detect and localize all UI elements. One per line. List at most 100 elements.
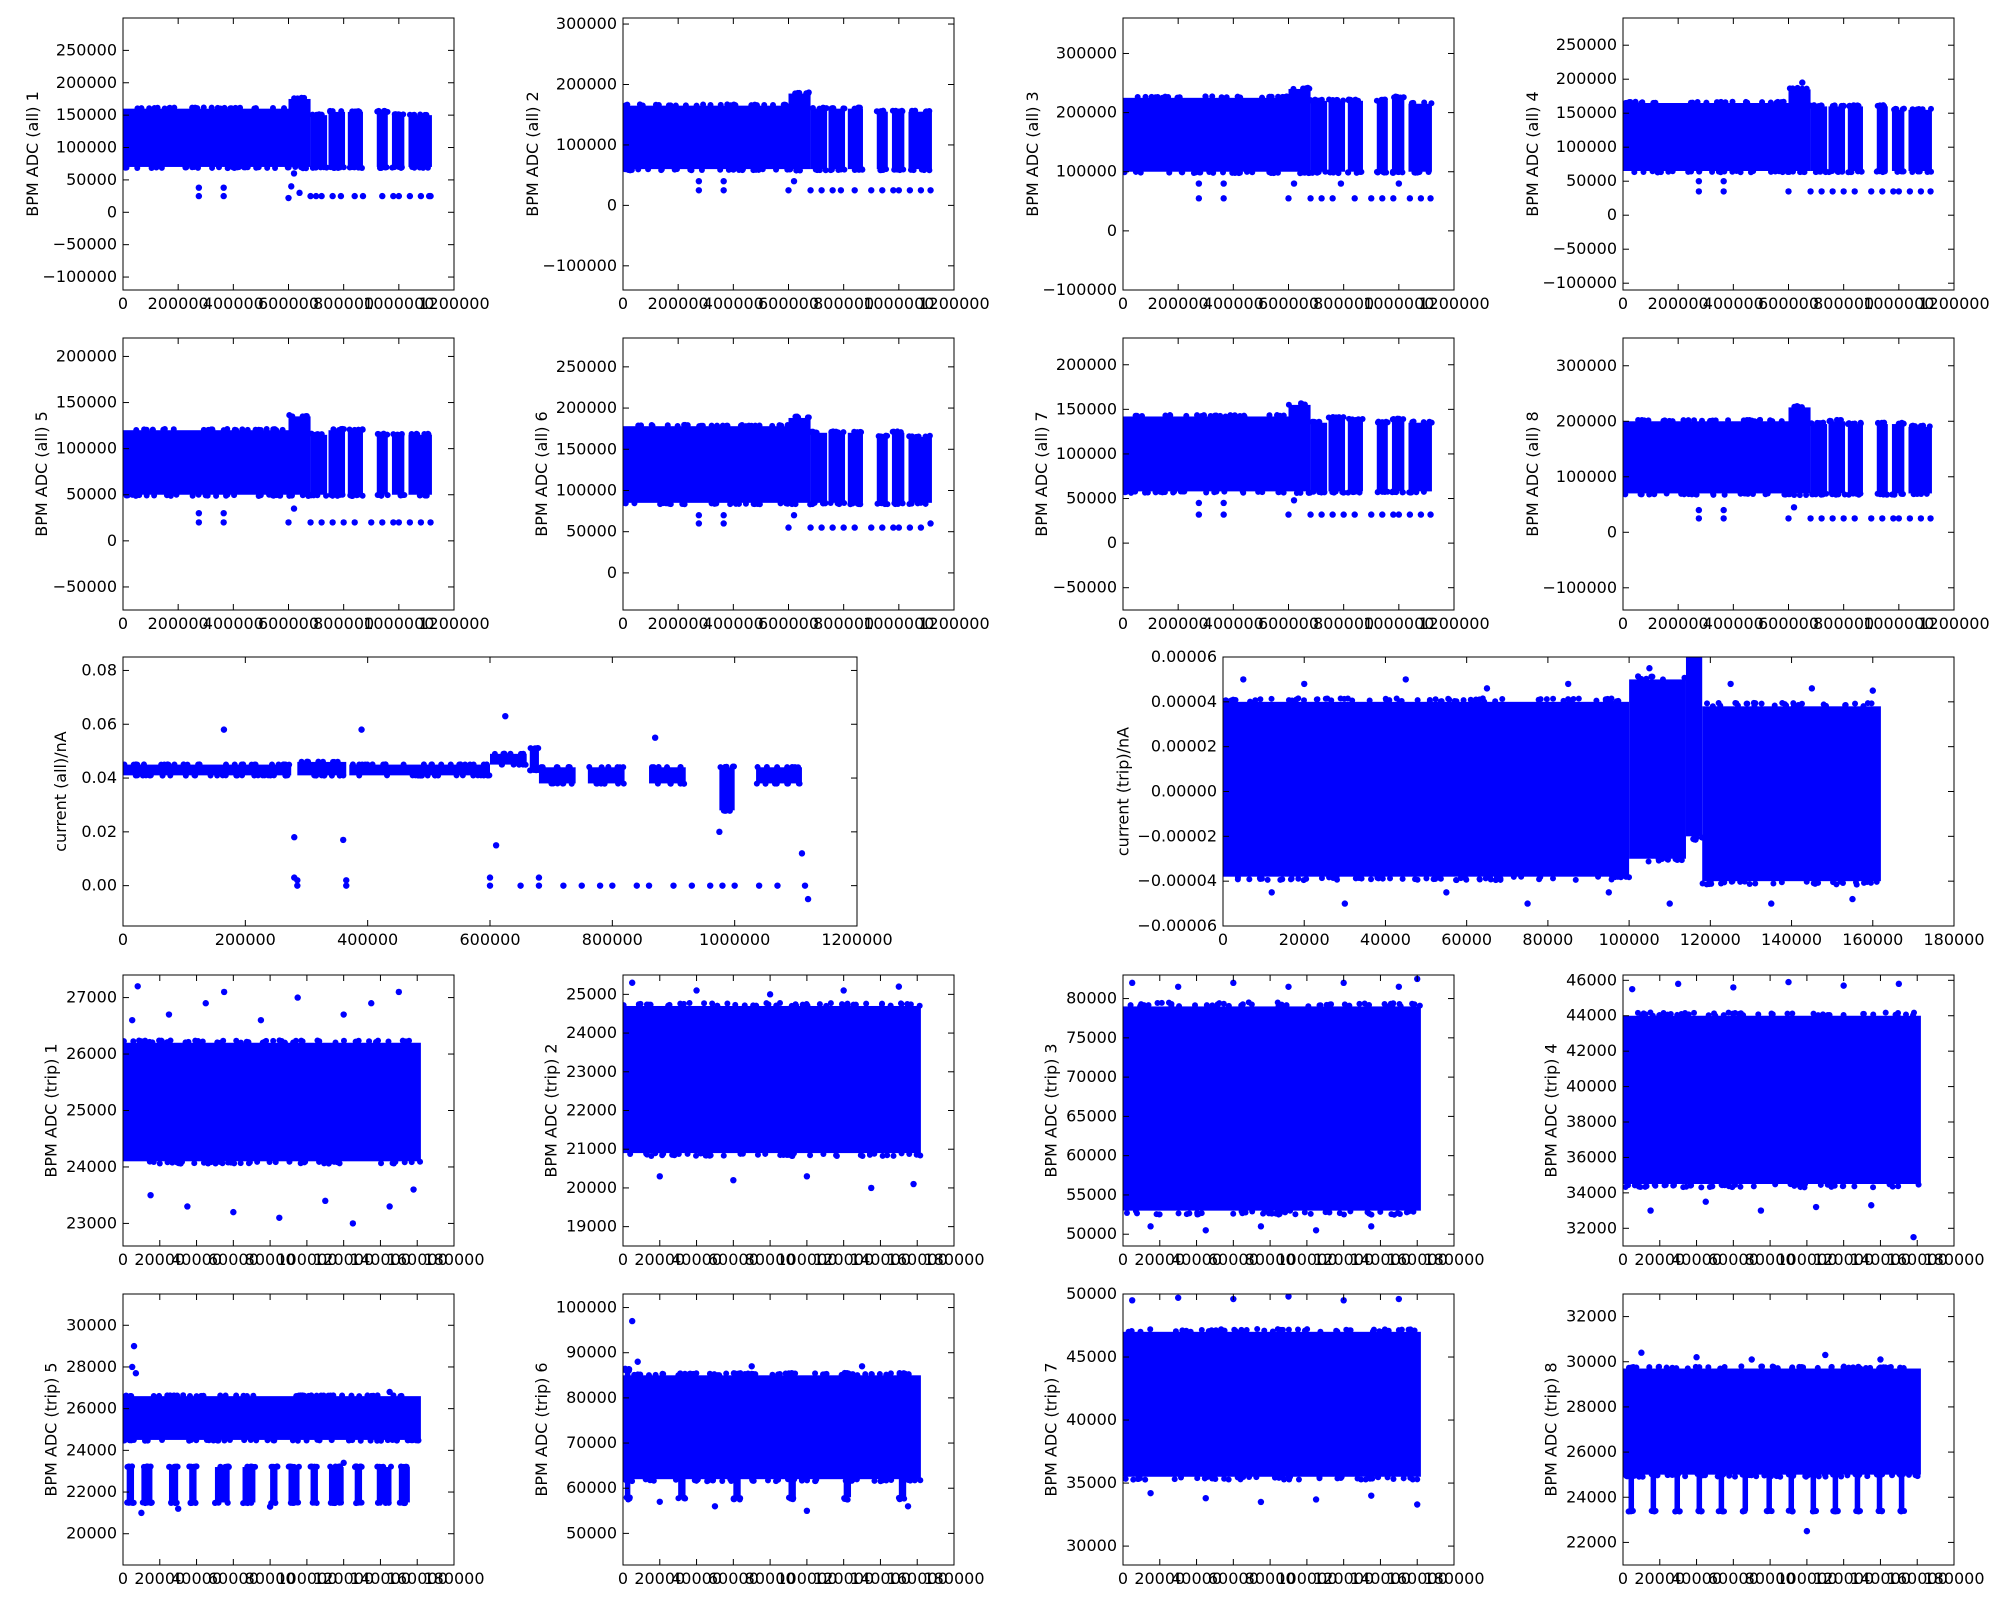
data-point — [139, 1499, 146, 1506]
data-point — [1524, 900, 1531, 907]
data-point — [382, 164, 389, 171]
data-point — [398, 1463, 405, 1470]
x-tick-label: 140000 — [850, 1569, 911, 1588]
data-point — [1726, 1472, 1733, 1479]
data-point — [709, 1477, 716, 1484]
data-point — [1835, 169, 1842, 176]
data-point — [507, 750, 514, 757]
data-point — [1913, 490, 1920, 497]
data-point — [358, 726, 365, 733]
data-point — [799, 1001, 806, 1008]
data-point — [1394, 93, 1401, 100]
y-tick-label: 20000 — [566, 1178, 617, 1197]
data-point — [222, 1392, 229, 1399]
data-point — [792, 1001, 799, 1008]
data-point — [1725, 1183, 1732, 1190]
data-point — [369, 761, 376, 768]
data-point — [906, 1150, 913, 1157]
data-point — [593, 780, 600, 787]
data-point — [1864, 1473, 1871, 1480]
data-point — [1318, 195, 1325, 202]
data-point — [730, 1370, 737, 1377]
data-point — [195, 192, 203, 200]
data-point — [399, 1499, 406, 1506]
data-point — [707, 102, 714, 109]
data-point — [1337, 180, 1345, 187]
data-band — [123, 764, 292, 776]
data-point — [782, 499, 789, 506]
data-point — [340, 426, 347, 433]
data-point — [890, 524, 897, 531]
data-point — [1395, 180, 1403, 187]
data-point — [1209, 93, 1216, 100]
data-point — [343, 877, 350, 884]
data-point — [327, 1158, 334, 1165]
data-point — [753, 780, 760, 787]
data-band — [1328, 100, 1346, 172]
data-point — [1672, 856, 1679, 863]
x-tick-label: 180000 — [1423, 1250, 1484, 1269]
data-point — [462, 761, 469, 768]
data-point — [215, 164, 222, 171]
data-point — [1811, 102, 1818, 109]
data-point — [1663, 490, 1670, 497]
data-point — [1731, 1181, 1738, 1188]
data-point — [1167, 412, 1174, 419]
data-point — [862, 1371, 869, 1378]
data-point — [1266, 412, 1273, 419]
data-point — [1123, 488, 1130, 495]
data-point — [820, 1150, 827, 1157]
data-point — [1790, 504, 1798, 511]
data-point — [1678, 490, 1685, 497]
data-point — [123, 492, 130, 499]
data-point — [299, 492, 306, 499]
data-point — [1406, 195, 1414, 202]
subplot-current_trip: 0 20000 40000 60000 80000 100000 120000 140000 1… — [1114, 647, 1985, 949]
data-point — [1537, 874, 1544, 881]
data-point — [1414, 697, 1421, 704]
data-point — [250, 1392, 257, 1399]
data-point — [1727, 680, 1734, 688]
data-point — [1646, 665, 1653, 672]
data-point — [1183, 412, 1190, 419]
data-point — [1389, 168, 1396, 175]
x-tick-label: 400000 — [337, 930, 398, 949]
data-point — [1369, 1475, 1376, 1482]
data-point — [417, 111, 424, 118]
data-point — [1340, 489, 1347, 496]
data-point — [1877, 1364, 1884, 1371]
y-tick-label: 0 — [607, 195, 617, 214]
y-tick-label: 26000 — [1566, 1442, 1617, 1461]
data-point — [221, 104, 228, 111]
data-point — [914, 500, 921, 507]
x-tick-label: 160000 — [1387, 1569, 1448, 1588]
y-tick-label: 250000 — [1556, 35, 1617, 54]
x-tick-label: 1000000 — [863, 294, 934, 313]
data-point — [1914, 106, 1921, 113]
data-point — [1879, 103, 1886, 110]
data-point — [823, 1002, 830, 1009]
data-point — [1203, 489, 1210, 496]
data-point — [906, 501, 913, 508]
data-band — [1788, 407, 1811, 494]
data-point — [182, 772, 189, 779]
data-point — [1128, 979, 1136, 987]
data-point — [1738, 1363, 1745, 1370]
data-point — [829, 187, 836, 194]
data-point — [1390, 415, 1397, 422]
data-point — [1153, 1211, 1160, 1218]
data-point — [698, 166, 705, 173]
data-point — [645, 882, 653, 889]
data-point — [1202, 93, 1209, 100]
data-point — [1334, 96, 1341, 103]
x-tick-label: 20000 — [634, 1250, 685, 1269]
data-point — [719, 1477, 726, 1484]
data-point — [1626, 874, 1633, 881]
data-point — [1487, 876, 1494, 883]
data-point — [1663, 1364, 1670, 1371]
data-point — [1282, 93, 1289, 100]
data-point — [1796, 492, 1803, 499]
data-point — [1769, 418, 1776, 425]
data-point — [261, 772, 268, 779]
